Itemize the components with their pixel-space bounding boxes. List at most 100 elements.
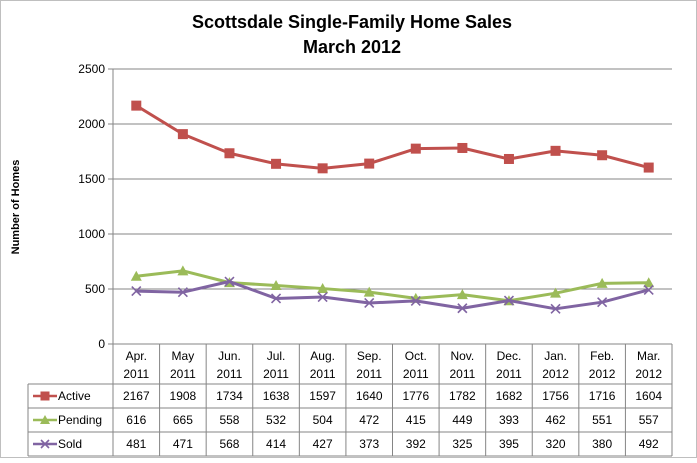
data-point [643,162,654,173]
series-line [135,104,650,170]
data-point [503,295,515,306]
x-tick-label: Feb. [590,349,614,363]
table-value: 2167 [123,389,150,403]
x-tick-label-year: 2011 [310,367,336,381]
table-value: 373 [359,437,379,451]
x-tick-label-year: 2011 [356,367,382,381]
table-value: 471 [173,437,193,451]
data-point [410,143,421,154]
table-value: 414 [266,437,286,451]
data-point [550,303,561,314]
data-point [364,297,375,309]
table-value: 415 [406,413,426,427]
data-point [643,284,654,295]
data-point [131,100,142,111]
table-value: 616 [126,413,146,427]
x-tick-label-year: 2011 [263,367,289,381]
table-value: 325 [452,437,472,451]
series-line [136,269,649,303]
table-value: 504 [313,413,333,427]
chart-title-line-1: Scottsdale Single-Family Home Sales [192,12,512,32]
x-tick-label: Oct. [405,349,427,363]
x-tick-label: Jul. [267,349,286,363]
table-value: 1604 [635,389,662,403]
data-point [457,142,468,153]
table-value: 1682 [496,389,523,403]
table-value: 393 [499,413,519,427]
x-tick-label: May [172,349,195,363]
y-tick-label: 1500 [78,172,105,186]
legend-label: Pending [58,413,102,427]
x-tick-label: Jun. [218,349,241,363]
x-tick-label: Nov. [450,349,474,363]
data-point [317,283,329,294]
legend-key-sold [33,439,57,449]
table-value: 551 [592,413,612,427]
x-tick-label-year: 2011 [217,367,243,381]
table-value: 1638 [263,389,290,403]
legend-marker [40,439,50,449]
y-tick-label: 2500 [78,62,105,76]
table-value: 1776 [402,389,429,403]
series-line [136,280,650,311]
chart-title-line-2: March 2012 [303,37,401,57]
data-point [317,163,328,174]
table-value: 1716 [589,389,616,403]
table-value: 1908 [170,389,197,403]
y-tick-labels: 0 500 1000 1500 2000 2500 [78,62,105,351]
table-value: 1782 [449,389,476,403]
data-point [131,286,142,297]
data-point [270,279,282,290]
table-value: 492 [639,437,659,451]
table-value: 568 [219,437,239,451]
legend-label: Active [58,389,91,403]
data-table: Apr. 2011 May 2011 Jun. 2011 Jul. 2011 Aug. 2011 S… [27,343,673,457]
table-value: 380 [592,437,612,451]
table-value: 449 [452,413,472,427]
x-tick-label: Apr. [126,349,147,363]
data-point [364,158,375,169]
data-point [550,287,562,298]
x-tick-label-year: 2012 [542,367,569,381]
x-tick-label-year: 2012 [589,367,616,381]
table-value: 392 [406,437,426,451]
x-tick-label-year: 2011 [170,367,196,381]
legend-marker [40,415,50,424]
data-point [224,148,235,159]
data-point [596,277,608,288]
y-tick-label: 2000 [78,117,105,131]
table-value: 558 [219,413,239,427]
table-value: 665 [173,413,193,427]
series-active [131,100,654,174]
legend-key-active [33,391,57,401]
table-value: 395 [499,437,519,451]
table-value: 1597 [309,389,336,403]
data-point [503,153,514,164]
table-value: 1756 [542,389,569,403]
x-tick-label: Sep. [357,349,382,363]
data-point [410,295,421,306]
data-point [457,303,468,314]
data-point [456,289,468,300]
data-point [363,286,375,297]
legend-marker [40,391,50,401]
data-point [597,297,608,308]
data-point [177,287,188,298]
x-tick-label: Dec. [497,349,522,363]
table-value: 427 [313,437,333,451]
series-layer [130,100,655,314]
data-point [270,293,282,304]
series-sold [131,276,654,314]
data-point [130,270,142,281]
table-value: 1734 [216,389,243,403]
data-point [177,129,188,140]
legend-key-pending [33,415,57,424]
y-tick-label: 500 [85,282,105,296]
data-point [643,277,655,288]
table-value: 532 [266,413,286,427]
x-tick-label-year: 2011 [496,367,522,381]
table-value: 472 [359,413,379,427]
x-tick-label-year: 2011 [449,367,475,381]
